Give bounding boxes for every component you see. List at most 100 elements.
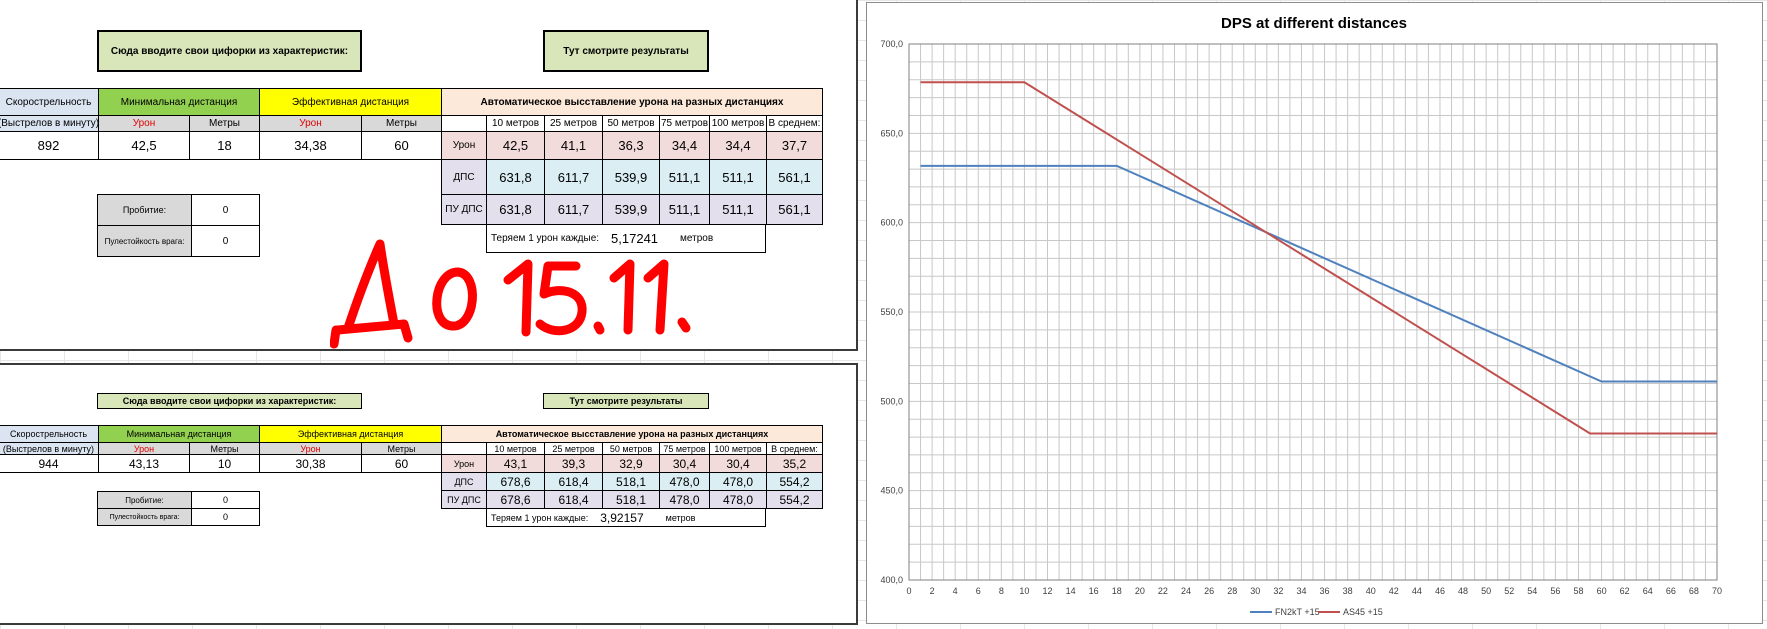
results-header: Тут смотрите результаты — [543, 30, 709, 72]
enemy-armor-input[interactable]: 0 — [191, 508, 260, 526]
eff-meters-input[interactable]: 60 — [361, 131, 442, 160]
handwritten-note — [330, 239, 691, 349]
min-meters-input[interactable]: 10 — [189, 454, 260, 473]
lose-damage-label: Теряем 1 урон каждые: — [491, 512, 589, 523]
y-tick-label: 700,0 — [880, 39, 903, 49]
eff-meters-label: Метры — [361, 115, 442, 132]
damage-row-cell: 30,4 — [659, 454, 710, 473]
ammo-dps-row-cell: 511,1 — [659, 194, 710, 225]
chart-grid — [908, 43, 1718, 581]
fire-rate-input[interactable]: 944 — [0, 454, 99, 473]
damage-row-cell: 32,9 — [602, 454, 660, 473]
auto-damage-header: Автоматическое высставление урона на раз… — [441, 425, 823, 443]
x-tick-label: 26 — [1204, 586, 1214, 596]
x-tick-label: 14 — [1066, 586, 1076, 596]
chart-title: DPS at different distances — [1221, 15, 1407, 32]
x-tick-label: 44 — [1412, 586, 1422, 596]
x-tick-label: 52 — [1504, 586, 1514, 596]
dps-row-cell: 478,0 — [709, 472, 767, 491]
dps-row-cell: 618,4 — [544, 472, 603, 491]
series-line-1 — [920, 164, 1717, 383]
dps-row-cell: 518,1 — [602, 472, 660, 491]
y-tick-label: 600,0 — [880, 218, 903, 228]
calculator-panel-top: Сюда вводите свои цифорки из характерист… — [0, 0, 858, 351]
y-tick-label: 550,0 — [880, 307, 903, 317]
damage-row-cell: 42,5 — [486, 131, 545, 160]
damage-row-cell: 39,3 — [544, 454, 603, 473]
x-tick-label: 40 — [1366, 586, 1376, 596]
chart-legend: FN2kT +15 AS45 +15 — [1250, 607, 1383, 617]
lose-damage-value: 3,92157 — [600, 510, 644, 525]
min-damage-input[interactable]: 43,13 — [98, 454, 190, 473]
lose-damage-value: 5,17241 — [611, 231, 659, 246]
damage-row-cell: 36,3 — [602, 131, 660, 160]
x-tick-label: 24 — [1181, 586, 1191, 596]
enemy-armor-input[interactable]: 0 — [191, 225, 260, 257]
x-tick-label: 2 — [930, 586, 935, 596]
dps-row-cell: 511,1 — [709, 159, 767, 195]
penetration-label: Пробитие: — [97, 194, 192, 226]
eff-damage-label: Урон — [259, 115, 362, 132]
ammo-dps-row-cell: 554,2 — [766, 490, 823, 509]
lose-damage-unit: метров — [680, 233, 714, 244]
lose-damage-unit: метров — [665, 512, 696, 523]
min-meters-label: Метры — [189, 115, 260, 132]
input-header: Сюда вводите свои цифорки из характерист… — [97, 393, 362, 409]
penetration-input[interactable]: 0 — [191, 194, 260, 226]
damage-row-cell: 37,7 — [766, 131, 823, 160]
fire-rate-sub: (Выстрелов в минуту) — [0, 115, 99, 132]
ammo-dps-row-cell: 631,8 — [486, 194, 545, 225]
dps-row-cell: 678,6 — [486, 472, 545, 491]
damage-row-cell: 34,4 — [709, 131, 767, 160]
legend-entry: FN2kT +15 — [1275, 607, 1320, 617]
ammo-dps-row-cell: 511,1 — [709, 194, 767, 225]
distance-header: 100 метров — [709, 115, 767, 132]
results-header: Тут смотрите результаты — [543, 393, 709, 409]
ammo-dps-row-cell: 478,0 — [709, 490, 767, 509]
y-tick-label: 500,0 — [880, 396, 903, 406]
x-tick-label: 50 — [1481, 586, 1491, 596]
y-tick-label: 650,0 — [880, 128, 903, 138]
x-tick-label: 70 — [1712, 586, 1722, 596]
eff-meters-input[interactable]: 60 — [361, 454, 442, 473]
x-tick-label: 0 — [906, 586, 911, 596]
distance-header: 25 метров — [544, 115, 603, 132]
enemy-armor-label: Пулестойкость врага: — [97, 225, 192, 257]
x-tick-label: 66 — [1666, 586, 1676, 596]
x-tick-label: 62 — [1620, 586, 1630, 596]
dps-row-cell: 631,8 — [486, 159, 545, 195]
dps-row-cell: 478,0 — [659, 472, 710, 491]
x-tick-label: 48 — [1458, 586, 1468, 596]
x-tick-label: 56 — [1550, 586, 1560, 596]
x-tick-label: 54 — [1527, 586, 1537, 596]
ammo-dps-row-cell: 611,7 — [544, 194, 603, 225]
fire-rate-label: Скорострельность — [0, 425, 99, 443]
x-tick-label: 64 — [1643, 586, 1653, 596]
damage-row-cell: 35,2 — [766, 454, 823, 473]
min-meters-input[interactable]: 18 — [189, 131, 260, 160]
effective-distance-label: Эффективная дистанция — [259, 88, 442, 116]
x-tick-label: 30 — [1250, 586, 1260, 596]
fire-rate-label: Скорострельность — [0, 88, 99, 116]
damage-row-cell: 43,1 — [486, 454, 545, 473]
ammo-dps-row-cell: 678,6 — [486, 490, 545, 509]
x-tick-label: 38 — [1343, 586, 1353, 596]
eff-damage-input[interactable]: 30,38 — [259, 454, 362, 473]
ammo-dps-row-label: ПУ ДПС — [441, 490, 487, 509]
dps-row-label: ДПС — [441, 159, 487, 195]
eff-damage-input[interactable]: 34,38 — [259, 131, 362, 160]
x-tick-label: 20 — [1135, 586, 1145, 596]
min-damage-input[interactable]: 42,5 — [98, 131, 190, 160]
penetration-input[interactable]: 0 — [191, 491, 260, 509]
dps-chart[interactable]: DPS at different distances 0 2 4 6 8 10 12 14 16… — [866, 2, 1763, 624]
x-tick-label: 22 — [1158, 586, 1168, 596]
plot-area-border — [908, 43, 1718, 581]
effective-distance-label: Эффективная дистанция — [259, 425, 442, 443]
chart-axis-ticks: 0 2 4 6 8 10 12 14 16 18 20 22 24 26 28 30 32 34 36 38 40 42 4… — [880, 39, 1722, 596]
x-tick-label: 60 — [1597, 586, 1607, 596]
x-tick-label: 34 — [1296, 586, 1306, 596]
x-tick-label: 10 — [1019, 586, 1029, 596]
x-tick-label: 16 — [1089, 586, 1099, 596]
fire-rate-input[interactable]: 892 — [0, 131, 99, 160]
legend-entry: AS45 +15 — [1343, 607, 1383, 617]
